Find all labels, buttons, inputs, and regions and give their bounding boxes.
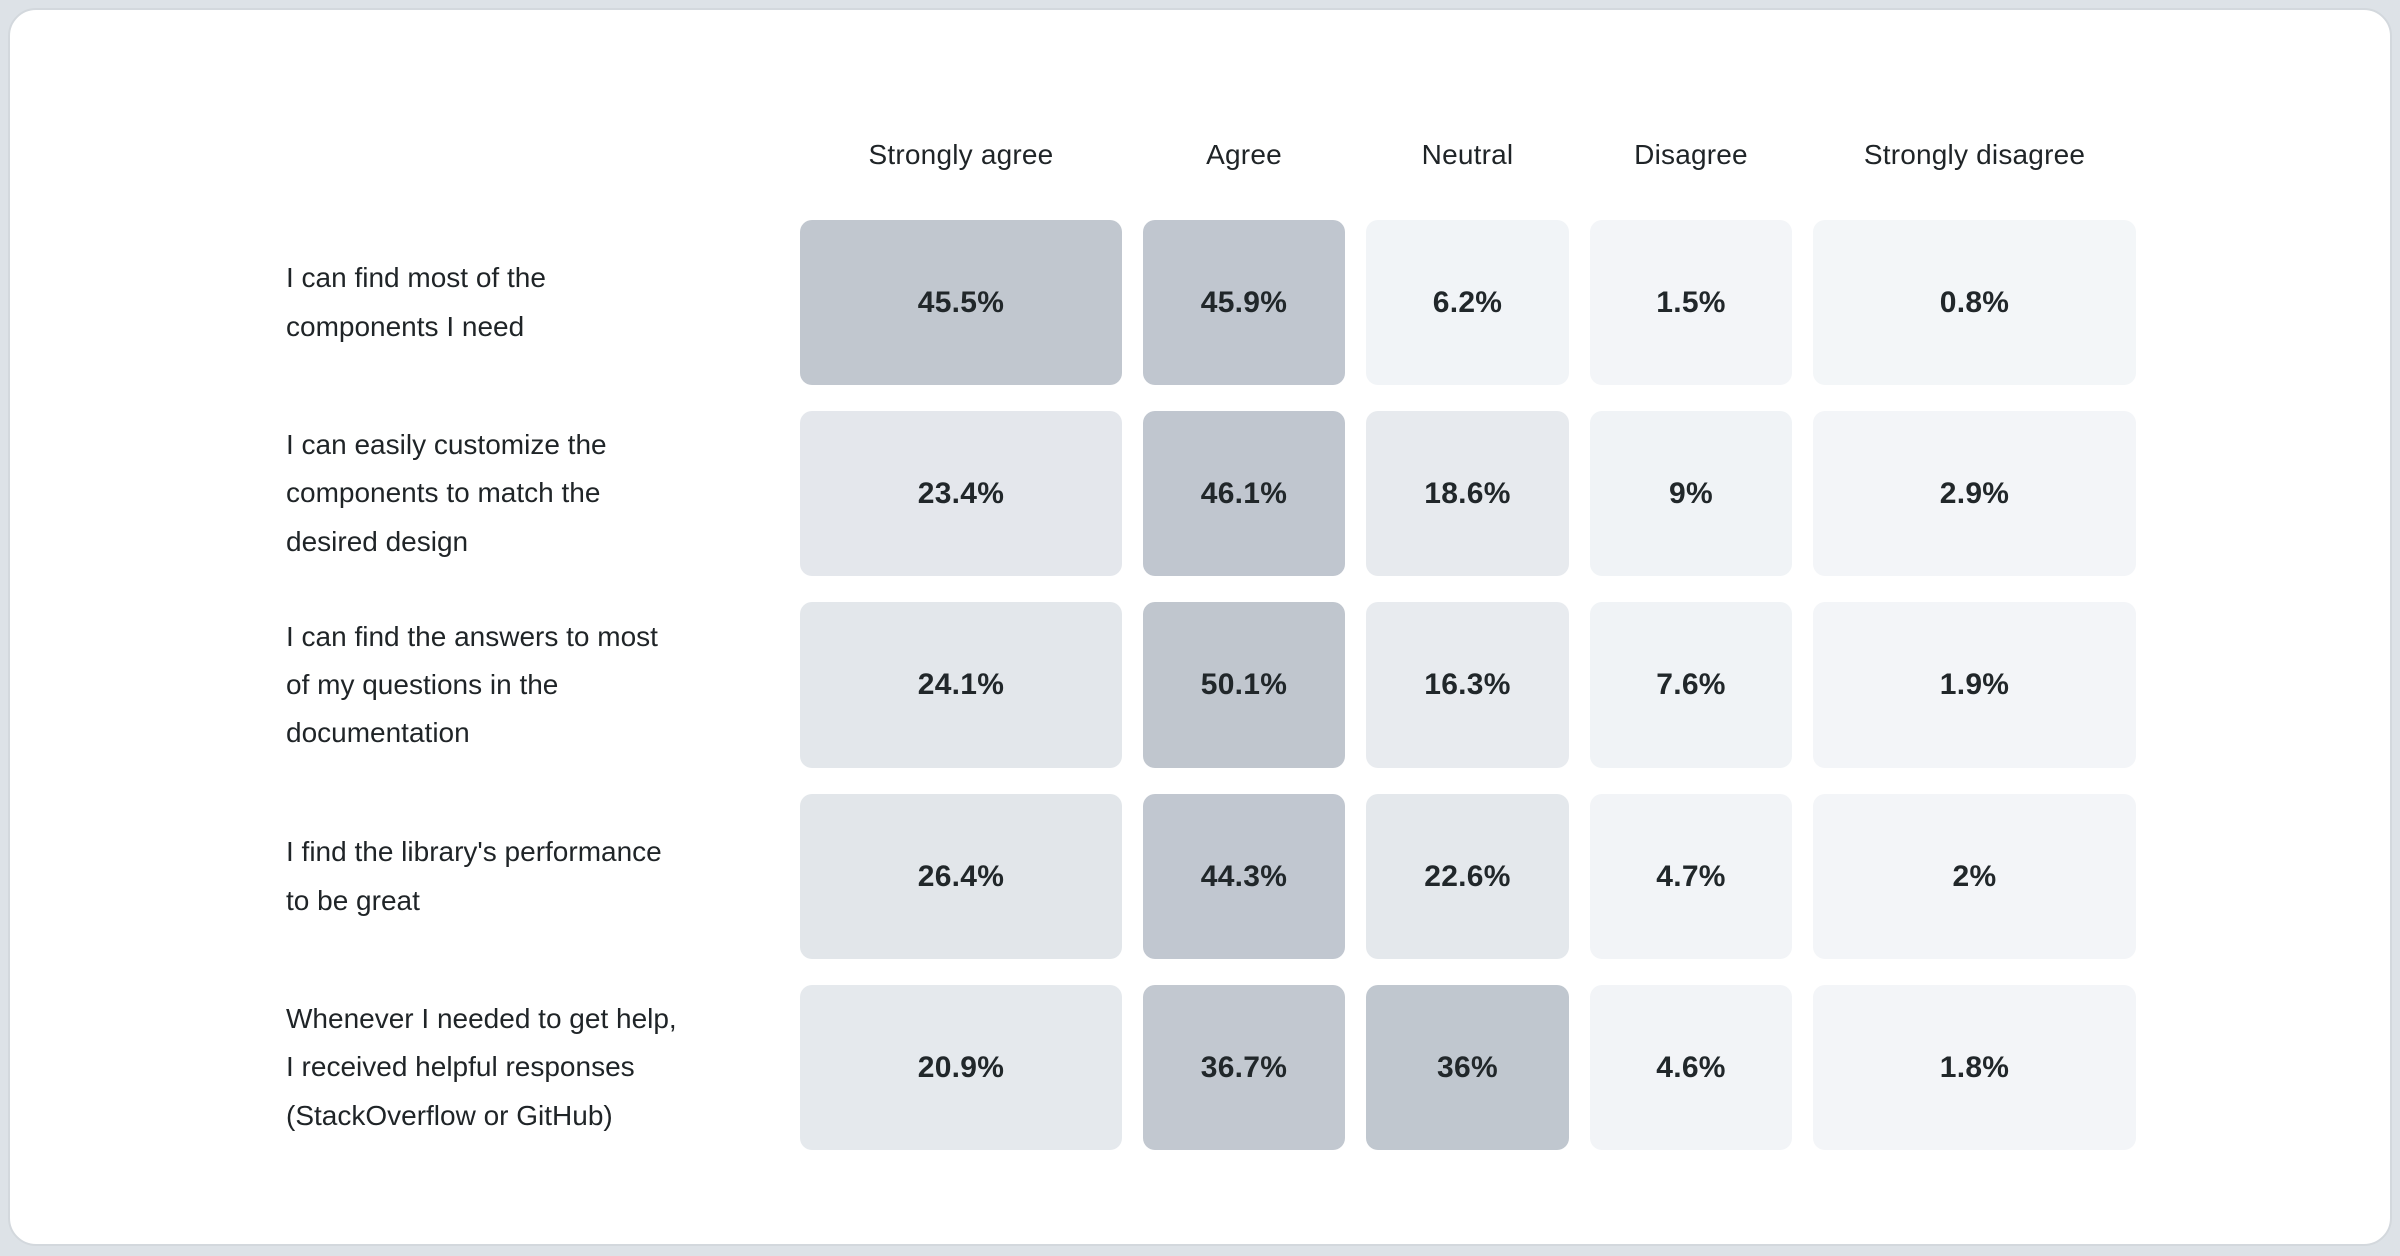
heatmap-cell: 1.5% [1590, 220, 1792, 385]
heatmap-cell: 7.6% [1590, 602, 1792, 768]
heatmap-cell: 1.9% [1813, 602, 2136, 768]
heatmap-cell: 26.4% [800, 794, 1122, 959]
likert-heatmap: Strongly agree Agree Neutral Disagree St… [286, 115, 2136, 1150]
heatmap-cell: 24.1% [800, 602, 1122, 768]
heatmap-cell: 18.6% [1366, 411, 1569, 576]
heatmap-cell: 9% [1590, 411, 1792, 576]
heatmap-cell: 20.9% [800, 985, 1122, 1150]
header-spacer [286, 115, 779, 194]
row-label-library-performance: I find the library's performance to be g… [286, 836, 662, 916]
heatmap-cell: 2% [1813, 794, 2136, 959]
heatmap-cell: 4.7% [1590, 794, 1792, 959]
heatmap-cell: 2.9% [1813, 411, 2136, 576]
heatmap-cell: 4.6% [1590, 985, 1792, 1150]
row-label-documentation-answers: I can find the answers to most of my que… [286, 620, 658, 749]
heatmap-cell: 36% [1366, 985, 1569, 1150]
column-header-neutral: Neutral [1421, 138, 1514, 170]
heatmap-cell: 36.7% [1143, 985, 1345, 1150]
column-header-disagree: Disagree [1634, 138, 1748, 170]
column-header-strongly-disagree: Strongly disagree [1863, 138, 2086, 170]
heatmap-cell: 0.8% [1813, 220, 2136, 385]
column-header-agree: Agree [1206, 138, 1282, 170]
heatmap-cell: 45.5% [800, 220, 1122, 385]
row-label-find-components: I can find most of the components I need [286, 262, 546, 342]
heatmap-cell: 16.3% [1366, 602, 1569, 768]
heatmap-cell: 1.8% [1813, 985, 2136, 1150]
column-header-strongly-agree: Strongly agree [868, 138, 1054, 170]
heatmap-cell: 6.2% [1366, 220, 1569, 385]
heatmap-cell: 23.4% [800, 411, 1122, 576]
heatmap-cell: 46.1% [1143, 411, 1345, 576]
heatmap-cell: 45.9% [1143, 220, 1345, 385]
survey-results-card: Strongly agree Agree Neutral Disagree St… [8, 8, 2392, 1246]
heatmap-cell: 50.1% [1143, 602, 1345, 768]
row-label-helpful-responses: Whenever I needed to get help, I receive… [286, 1003, 677, 1131]
heatmap-cell: 44.3% [1143, 794, 1345, 959]
row-label-customize-components: I can easily customize the components to… [286, 429, 607, 557]
heatmap-cell: 22.6% [1366, 794, 1569, 959]
